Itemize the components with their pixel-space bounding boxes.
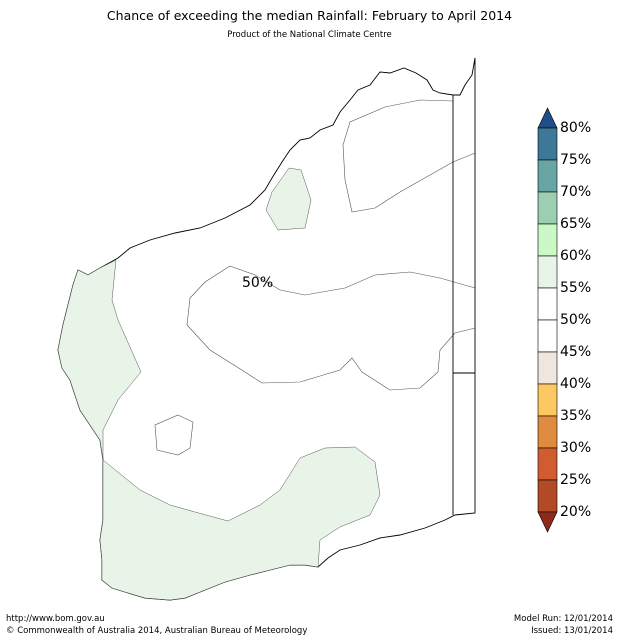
contour-label-50: 50% <box>242 275 274 291</box>
region-55-60-north <box>265 167 312 231</box>
state-border <box>452 95 475 515</box>
chart-subtitle: Product of the National Climate Centre <box>227 30 392 40</box>
colorbar-label: 20% <box>560 504 592 520</box>
contour-inland-top <box>229 265 476 296</box>
colorbar-label: 80% <box>560 120 592 136</box>
colorbar-band-30-35 <box>537 415 558 449</box>
source-url: http://www.bom.gov.au <box>6 614 105 624</box>
colorbar-label: 25% <box>560 472 592 488</box>
colorbar-band-65-70 <box>537 191 558 225</box>
colorbar-band-40-45 <box>537 351 558 385</box>
colorbar-label: 55% <box>560 280 592 296</box>
colorbar-label: 75% <box>560 152 592 168</box>
colorbar-label: 30% <box>560 440 592 456</box>
colorbar-band-45-50 <box>537 319 558 353</box>
chart-title: Chance of exceeding the median Rainfall:… <box>106 8 513 23</box>
colorbar-arrow-bottom <box>537 511 558 533</box>
colorbar-band-50-55 <box>537 287 558 321</box>
colorbar-label: 35% <box>560 408 592 424</box>
colorbar-label: 60% <box>560 248 592 264</box>
colorbar-label: 50% <box>560 312 592 328</box>
colorbar-band-35-40 <box>537 383 558 417</box>
colorbar-label: 45% <box>560 344 592 360</box>
legend-colorbar <box>537 107 558 533</box>
colorbar-label: 65% <box>560 216 592 232</box>
copyright-text: © Commonwealth of Australia 2014, Austra… <box>6 626 308 636</box>
colorbar-band-55-60 <box>537 255 558 289</box>
colorbar-band-20-25 <box>537 479 558 513</box>
colorbar-band-70-75 <box>537 159 558 193</box>
colorbar-band-75-80 <box>537 127 558 161</box>
colorbar-label: 40% <box>560 376 592 392</box>
contour-island <box>154 414 194 456</box>
colorbar-band-60-65 <box>537 223 558 257</box>
region-55-60-west <box>57 259 381 601</box>
colorbar-label: 70% <box>560 184 592 200</box>
colorbar-arrow-top <box>537 107 558 129</box>
contour-inland <box>186 265 476 391</box>
model-run-date: Model Run: 12/01/2014 <box>513 614 613 624</box>
issued-date: Issued: 13/01/2014 <box>531 626 613 636</box>
colorbar-band-25-30 <box>537 447 558 481</box>
contour-north <box>342 99 476 213</box>
